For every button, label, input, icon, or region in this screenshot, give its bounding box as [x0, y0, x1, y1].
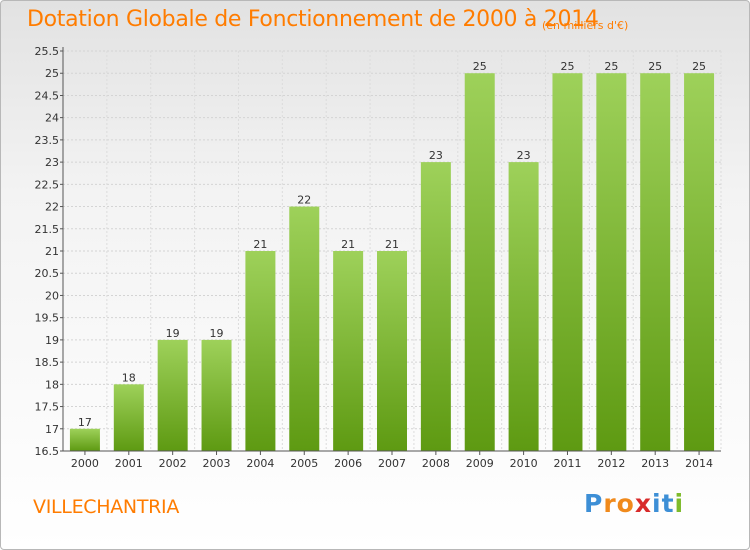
x-tick-label-2014: 2014 [685, 457, 713, 470]
y-tick-label: 18 [45, 378, 59, 391]
y-tick-label: 19 [45, 334, 59, 347]
bar-2007 [377, 251, 407, 451]
y-tick-label: 17.5 [35, 401, 60, 414]
bar-2002 [157, 339, 188, 451]
logo-letter: t [661, 489, 675, 518]
data-label-2008: 23 [429, 149, 443, 162]
data-label-2003: 19 [210, 327, 224, 340]
y-tick-label: 21.5 [35, 223, 60, 236]
bar-2010 [508, 162, 539, 451]
y-tick-label: 22.5 [35, 178, 60, 191]
bar-2001 [113, 384, 144, 451]
x-tick-label-2011: 2011 [553, 457, 581, 470]
bar-2006 [333, 251, 364, 451]
y-tick-label: 23.5 [35, 134, 60, 147]
x-tick-label-2006: 2006 [334, 457, 362, 470]
data-label-2007: 21 [385, 238, 399, 251]
x-tick-label-2013: 2013 [641, 457, 669, 470]
bar-2011 [552, 73, 583, 451]
logo-letter: o [616, 489, 635, 518]
commune-name: VILLECHANTRIA [33, 496, 180, 518]
x-tick-label-2004: 2004 [246, 457, 274, 470]
bar-2004 [245, 251, 276, 451]
data-label-2006: 21 [341, 238, 355, 251]
axes [60, 47, 721, 455]
bar-2014 [684, 73, 715, 451]
bar-2005 [289, 206, 320, 451]
y-tick-labels: 16.5 17 17.5 18 18.5 19 19.5 20 20.5 21 21.5 22 22.5… [35, 45, 60, 458]
bar-2008 [420, 162, 451, 451]
y-tick-label: 20 [45, 289, 59, 302]
y-tick-label: 19.5 [35, 312, 60, 325]
x-tick-label-2010: 2010 [510, 457, 538, 470]
x-tick-label-2005: 2005 [290, 457, 318, 470]
logo-letter: x [634, 489, 652, 518]
data-label-2011: 25 [560, 60, 574, 73]
x-tick-label-2009: 2009 [466, 457, 494, 470]
y-tick-label: 20.5 [35, 267, 60, 280]
chart-subtitle: (en milliers d'€) [542, 19, 629, 32]
x-tick-label-2000: 2000 [71, 457, 99, 470]
x-tick-label-2001: 2001 [115, 457, 143, 470]
y-tick-label: 23 [45, 156, 59, 169]
y-tick-label: 24.5 [35, 89, 60, 102]
y-tick-label: 22 [45, 201, 59, 214]
data-labels: 17 18 19 19 21 22 21 21 23 25 23 25 25 25 25 [78, 60, 706, 429]
bar-2003 [201, 339, 232, 451]
logo-letter: i [674, 489, 685, 518]
logo-letter: i [652, 489, 662, 518]
proxiti-logo: Proxiti [584, 489, 684, 518]
y-tick-label: 16.5 [35, 445, 60, 458]
data-label-2009: 25 [473, 60, 487, 73]
data-label-2002: 19 [166, 327, 180, 340]
bar-2013 [640, 73, 671, 451]
data-label-2013: 25 [648, 60, 662, 73]
data-label-2000: 17 [78, 416, 92, 429]
bar-2009 [464, 73, 495, 451]
bar-2000 [69, 428, 100, 451]
bars [69, 73, 715, 451]
data-label-2010: 23 [517, 149, 531, 162]
y-tick-label: 21 [45, 245, 59, 258]
logo-letter: r [603, 489, 617, 518]
y-tick-label: 25.5 [35, 45, 60, 58]
data-label-2004: 21 [253, 238, 267, 251]
data-label-2014: 25 [692, 60, 706, 73]
data-label-2005: 22 [297, 194, 311, 207]
data-label-2001: 18 [122, 371, 136, 384]
bar-2012 [596, 73, 627, 451]
y-tick-label: 18.5 [35, 356, 60, 369]
x-tick-label-2007: 2007 [378, 457, 406, 470]
logo-letter: P [584, 489, 604, 518]
x-tick-labels: 2000 2001 2002 2003 2004 2005 2006 2007 2008 2009… [71, 457, 713, 470]
x-tick-label-2003: 2003 [203, 457, 231, 470]
x-tick-label-2008: 2008 [422, 457, 450, 470]
x-tick-label-2002: 2002 [159, 457, 187, 470]
x-tick-label-2012: 2012 [597, 457, 625, 470]
data-label-2012: 25 [604, 60, 618, 73]
y-tick-label: 17 [45, 423, 59, 436]
y-tick-label: 24 [45, 112, 59, 125]
y-tick-label: 25 [45, 67, 59, 80]
chart-title: Dotation Globale de Fonctionnement de 20… [27, 7, 599, 32]
